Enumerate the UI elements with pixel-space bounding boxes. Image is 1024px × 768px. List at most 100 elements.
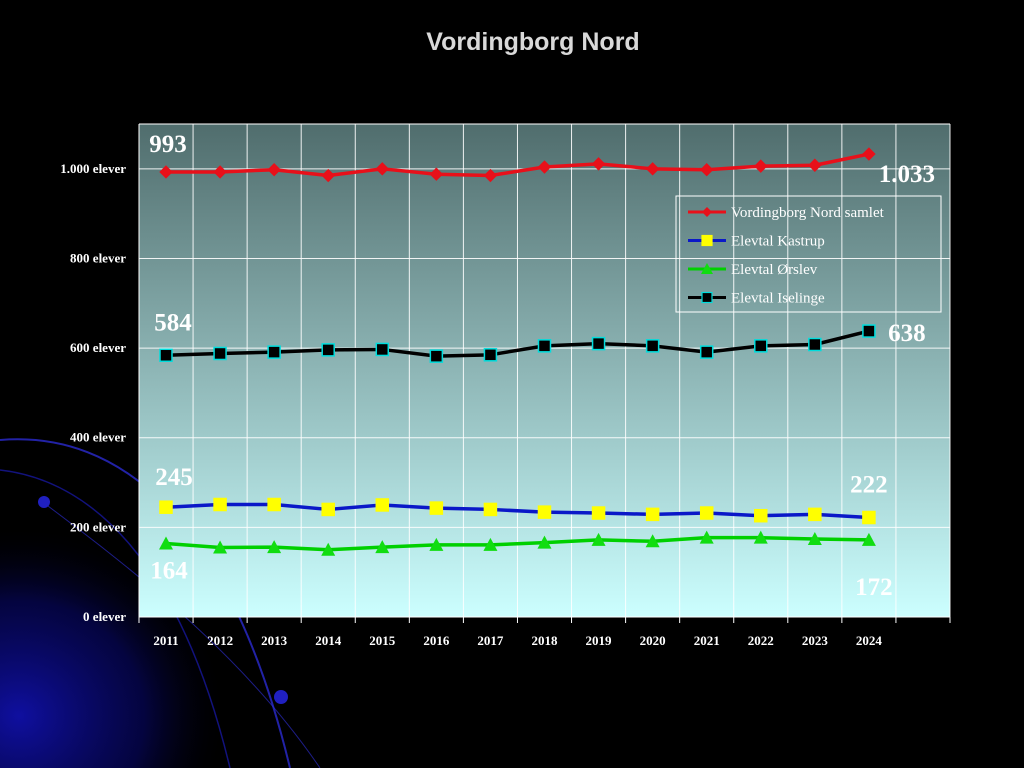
x-tick-label: 2020 bbox=[640, 633, 666, 648]
data-point bbox=[699, 163, 714, 177]
x-tick-label: 2015 bbox=[369, 633, 396, 648]
data-point bbox=[808, 158, 822, 172]
slide-title: Vordingborg Nord bbox=[426, 28, 640, 56]
legend-box bbox=[675, 195, 942, 313]
data-point bbox=[483, 348, 498, 362]
data-point bbox=[483, 537, 498, 551]
data-point bbox=[753, 530, 768, 544]
series-line bbox=[165, 535, 869, 552]
data-point bbox=[159, 500, 173, 514]
data-point bbox=[375, 162, 389, 176]
data-label: 993 bbox=[149, 131, 187, 158]
data-point bbox=[862, 147, 876, 161]
x-tick-label: 2013 bbox=[261, 633, 288, 648]
data-point bbox=[321, 343, 335, 357]
data-point bbox=[429, 501, 444, 515]
data-point bbox=[429, 167, 444, 181]
y-tick-label: 1.000 elever bbox=[60, 161, 126, 176]
x-tick-label: 2018 bbox=[531, 633, 558, 648]
y-tick-label: 400 elever bbox=[70, 430, 126, 445]
data-point bbox=[321, 542, 336, 556]
legend-marker bbox=[701, 234, 713, 247]
data-point bbox=[861, 532, 876, 546]
data-point bbox=[267, 345, 281, 359]
data-point bbox=[159, 536, 173, 550]
data-point bbox=[645, 507, 660, 522]
data-point bbox=[159, 348, 173, 363]
data-point bbox=[159, 165, 173, 179]
data-point bbox=[213, 165, 227, 179]
legend: Vordingborg Nord samlet Elevtal Kastrup El… bbox=[675, 195, 942, 313]
legend-item: Elevtal Ørslev bbox=[688, 262, 818, 278]
legend-item: Vordingborg Nord samlet bbox=[688, 205, 885, 221]
series-1 bbox=[159, 497, 876, 525]
data-point bbox=[807, 532, 822, 546]
data-point bbox=[645, 339, 660, 353]
axes: 0 elever 200 elever 400 elever 600 elever 80… bbox=[60, 124, 951, 648]
data-point bbox=[267, 497, 281, 512]
data-point bbox=[429, 349, 444, 363]
data-label: 638 bbox=[888, 320, 926, 347]
data-label: 164 bbox=[150, 557, 188, 584]
data-point bbox=[267, 540, 282, 554]
legend-marker bbox=[702, 207, 712, 217]
x-tick-label: 2012 bbox=[207, 633, 233, 648]
x-tick-label: 2022 bbox=[748, 633, 774, 648]
data-point bbox=[213, 540, 228, 554]
data-point bbox=[591, 336, 606, 351]
x-tick-label: 2021 bbox=[694, 633, 720, 648]
data-point bbox=[483, 168, 498, 183]
data-point bbox=[754, 159, 768, 173]
data-point bbox=[321, 168, 335, 183]
data-point bbox=[645, 162, 660, 176]
data-labels: 993 1.033 584 638 245 222 164 172 bbox=[149, 131, 935, 601]
y-tick-label: 0 elever bbox=[83, 609, 126, 624]
data-point bbox=[808, 507, 822, 522]
y-tick-label: 200 elever bbox=[70, 519, 126, 534]
legend-label: Elevtal Kastrup bbox=[731, 234, 825, 250]
data-point bbox=[375, 498, 390, 512]
x-tick-label: 2024 bbox=[856, 633, 883, 648]
data-point bbox=[483, 502, 498, 517]
y-tick-label: 800 elever bbox=[70, 250, 126, 265]
data-point bbox=[375, 342, 390, 357]
series-3 bbox=[159, 324, 876, 363]
series-line bbox=[166, 152, 870, 178]
x-tick-label: 2014 bbox=[315, 633, 342, 648]
legend-label: Vordingborg Nord samlet bbox=[731, 205, 885, 221]
data-point bbox=[862, 324, 876, 338]
data-point bbox=[699, 506, 714, 520]
data-point bbox=[591, 506, 606, 520]
series-2 bbox=[159, 530, 876, 556]
data-point bbox=[862, 510, 876, 525]
data-point bbox=[213, 497, 227, 512]
series-0 bbox=[159, 147, 876, 183]
data-point bbox=[591, 532, 606, 546]
data-point bbox=[375, 540, 390, 554]
data-point bbox=[699, 530, 714, 544]
data-label: 172 bbox=[855, 574, 893, 601]
data-point bbox=[645, 534, 660, 548]
x-tick-label: 2023 bbox=[802, 633, 829, 648]
data-point bbox=[429, 537, 444, 551]
data-point bbox=[591, 157, 606, 171]
x-tick-label: 2016 bbox=[423, 633, 450, 648]
data-point bbox=[537, 505, 552, 519]
data-label: 1.033 bbox=[879, 161, 935, 188]
legend-label: Elevtal Ørslev bbox=[731, 262, 818, 278]
data-label: 245 bbox=[155, 464, 193, 491]
x-tick-label: 2017 bbox=[477, 633, 504, 648]
x-tick-label: 2019 bbox=[586, 633, 613, 648]
data-label: 222 bbox=[850, 472, 888, 499]
data-point bbox=[754, 508, 768, 523]
data-point bbox=[537, 160, 552, 174]
series-line bbox=[165, 329, 870, 358]
series-layer bbox=[159, 147, 876, 556]
data-point bbox=[754, 339, 768, 353]
legend-marker bbox=[701, 263, 713, 274]
legend-item: Elevtal Kastrup bbox=[688, 234, 825, 250]
data-point bbox=[321, 502, 335, 517]
legend-item: Elevtal Iselinge bbox=[688, 291, 825, 307]
x-tick-label: 2011 bbox=[153, 633, 178, 648]
